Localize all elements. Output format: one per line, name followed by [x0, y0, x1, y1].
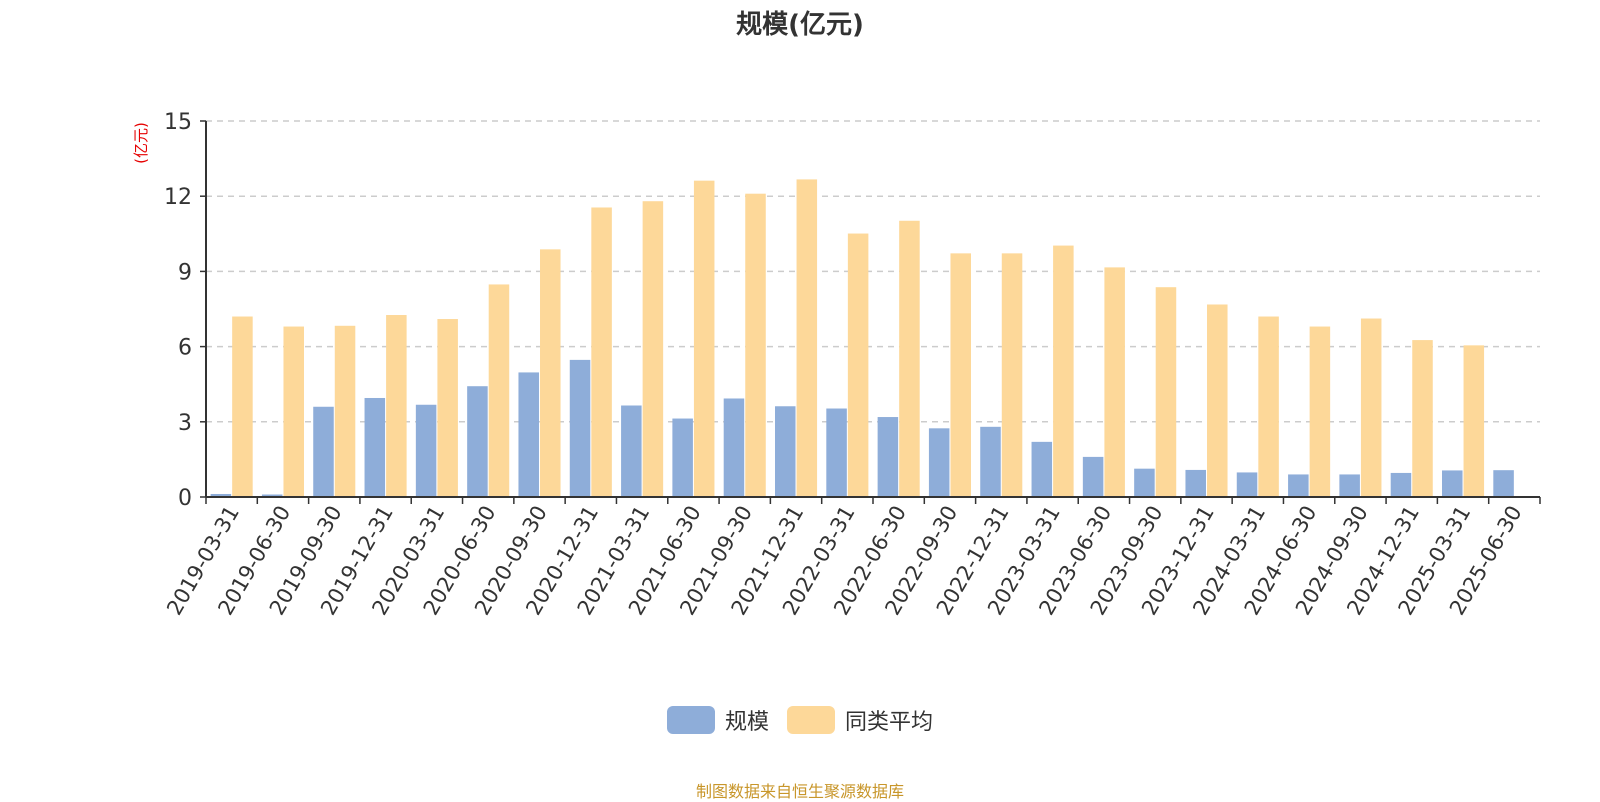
legend-item-scale[interactable]: 规模: [666, 704, 769, 736]
bar-scale-2023-09-30: [1134, 468, 1155, 497]
bar-peer-average-2020-06-30: [488, 284, 510, 497]
bar-peer-average-2019-03-31: [232, 316, 253, 497]
bar-peer-average-2024-12-31: [1412, 340, 1433, 497]
y-tick-label: 3: [178, 411, 192, 436]
bar-scale-2022-03-31: [826, 408, 847, 497]
bar-peer-average-2021-09-30: [745, 193, 766, 497]
bar-peer-average-2025-03-31: [1463, 345, 1485, 497]
legend-item-peer-average[interactable]: 同类平均: [787, 704, 933, 736]
bar-peer-average-2023-06-30: [1104, 267, 1125, 497]
bar-peer-average-2020-12-31: [591, 207, 612, 498]
bar-peer-average-2022-12-31: [1001, 253, 1023, 497]
bar-peer-average-2022-03-31: [847, 233, 869, 498]
bar-scale-2025-06-30: [1493, 470, 1514, 497]
bar-scale-2021-06-30: [672, 418, 693, 497]
bar-scale-2019-09-30: [313, 406, 334, 497]
bar-peer-average-2023-03-31: [1053, 245, 1074, 497]
bars: [210, 179, 1514, 498]
y-tick-label: 9: [178, 260, 192, 285]
bar-peer-average-2019-12-31: [386, 315, 407, 497]
bar-scale-2020-12-31: [569, 359, 591, 497]
y-tick-label: 15: [164, 110, 192, 135]
bar-scale-2023-06-30: [1082, 456, 1104, 497]
bar-scale-2023-12-31: [1185, 469, 1206, 497]
y-axis-unit-label: (亿元): [132, 122, 150, 164]
bar-scale-2024-09-30: [1339, 474, 1360, 497]
bar-peer-average-2021-06-30: [693, 180, 715, 497]
bar-scale-2020-03-31: [415, 404, 437, 497]
bar-scale-2019-03-31: [210, 493, 232, 497]
bar-scale-2019-06-30: [261, 494, 283, 497]
bar-scale-2024-06-30: [1288, 474, 1309, 497]
bar-scale-2023-03-31: [1031, 441, 1053, 497]
y-tick-label: 6: [178, 336, 192, 361]
bar-peer-average-2023-12-31: [1207, 304, 1228, 497]
bar-scale-2024-12-31: [1390, 472, 1412, 497]
bar-peer-average-2023-09-30: [1155, 287, 1177, 497]
bar-peer-average-2022-06-30: [899, 220, 920, 498]
bar-peer-average-2019-06-30: [283, 326, 304, 497]
bar-peer-average-2021-12-31: [796, 179, 818, 497]
bar-peer-average-2021-03-31: [642, 201, 664, 498]
bar-peer-average-2020-03-31: [437, 319, 458, 497]
legend-label-scale: 规模: [724, 710, 769, 735]
legend-swatch-peer-average: [787, 706, 835, 734]
legend: 规模 同类平均: [0, 704, 1600, 736]
bar-scale-2022-12-31: [980, 426, 1001, 497]
chart-title: 规模(亿元): [736, 10, 864, 40]
bar-peer-average-2022-09-30: [950, 253, 971, 497]
y-tick-label: 0: [178, 486, 192, 511]
bar-scale-2025-03-31: [1442, 470, 1463, 497]
bar-peer-average-2024-06-30: [1309, 326, 1331, 497]
bar-peer-average-2024-03-31: [1258, 316, 1279, 497]
bar-scale-2020-06-30: [467, 386, 488, 497]
bar-peer-average-2020-09-30: [540, 249, 561, 497]
bar-peer-average-2024-09-30: [1360, 318, 1382, 497]
bar-scale-2021-03-31: [621, 405, 642, 497]
y-tick-label: 12: [164, 185, 192, 210]
bar-peer-average-2019-09-30: [334, 325, 356, 497]
bar-scale-2021-09-30: [723, 398, 745, 497]
bar-scale-2020-09-30: [518, 372, 539, 497]
legend-label-peer-average: 同类平均: [845, 710, 934, 735]
bar-scale-2019-12-31: [364, 397, 386, 497]
bar-scale-2021-12-31: [775, 406, 796, 497]
bar-scale-2022-06-30: [877, 417, 899, 497]
source-note: 制图数据来自恒生聚源数据库: [695, 782, 904, 801]
bar-scale-2024-03-31: [1236, 472, 1258, 497]
bar-scale-2022-09-30: [928, 428, 950, 497]
legend-swatch-scale: [666, 706, 715, 734]
